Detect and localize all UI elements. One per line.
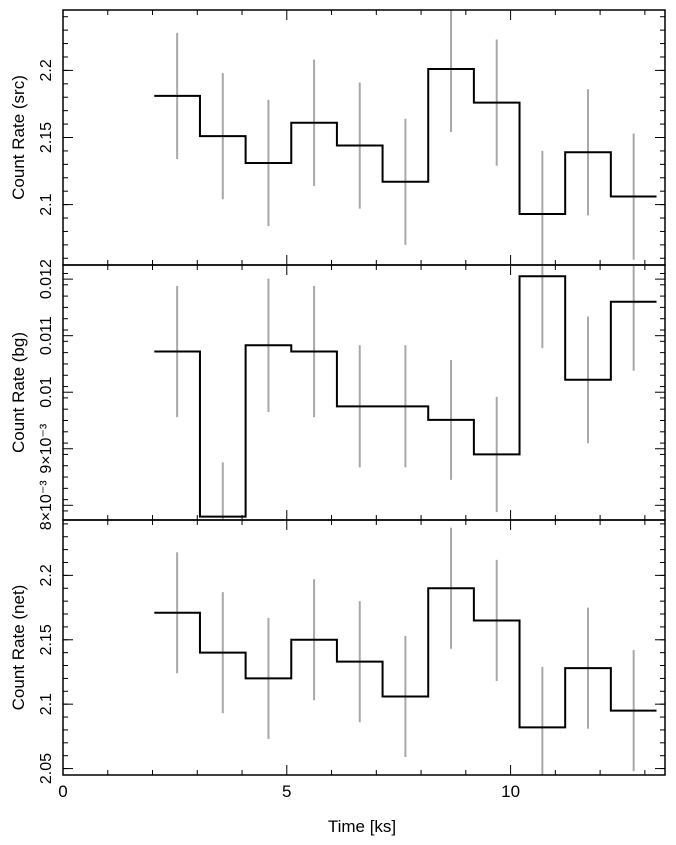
- plot-frame-bg: [62, 264, 666, 521]
- y-tick-label-net: 2.1: [38, 693, 55, 715]
- x-tick-label: 0: [58, 782, 67, 801]
- panel-src: 2.1 2.15 2.2 Count Rate (src): [9, 9, 666, 266]
- plot-frame-src: [62, 9, 666, 266]
- x-axis-label: Time [ks]: [328, 817, 396, 836]
- step-line-bg: [154, 275, 657, 518]
- y-tick-label-bg: 0.01: [38, 377, 55, 408]
- x-tick-labels: 0 5 10: [58, 782, 520, 801]
- x-tick-label: 10: [501, 782, 520, 801]
- y-tick-label-bg: 8×10⁻³: [38, 480, 55, 530]
- y-tick-label-net: 2.05: [38, 753, 55, 784]
- y-tick-label-src: 2.1: [38, 193, 55, 215]
- plot-frame-net: [62, 519, 666, 776]
- y-tick-label-src: 2.2: [38, 59, 55, 81]
- y-tick-label-bg: 9×10⁻³: [38, 423, 55, 473]
- y-tick-label-bg: 0.011: [38, 316, 55, 355]
- y-tick-label-src: 2.15: [38, 122, 55, 153]
- y-tick-label-bg: 0.012: [38, 259, 55, 299]
- x-tick-label: 5: [282, 782, 291, 801]
- y-tick-label-net: 2.2: [38, 564, 55, 586]
- step-line-net: [154, 587, 657, 729]
- step-line-src: [154, 68, 657, 215]
- y-axis-label-net: Count Rate (net): [9, 585, 28, 711]
- y-tick-label-net: 2.15: [38, 624, 55, 655]
- panel-bg: 8×10⁻³ 9×10⁻³ 0.01 0.011 0.012 Count Rate (bg…: [9, 259, 666, 530]
- panel-net: 2.05 2.1 2.15 2.2 Count Rate (net): [9, 519, 666, 784]
- y-axis-label-bg: Count Rate (bg): [9, 332, 28, 453]
- y-axis-label-src: Count Rate (src): [9, 75, 28, 200]
